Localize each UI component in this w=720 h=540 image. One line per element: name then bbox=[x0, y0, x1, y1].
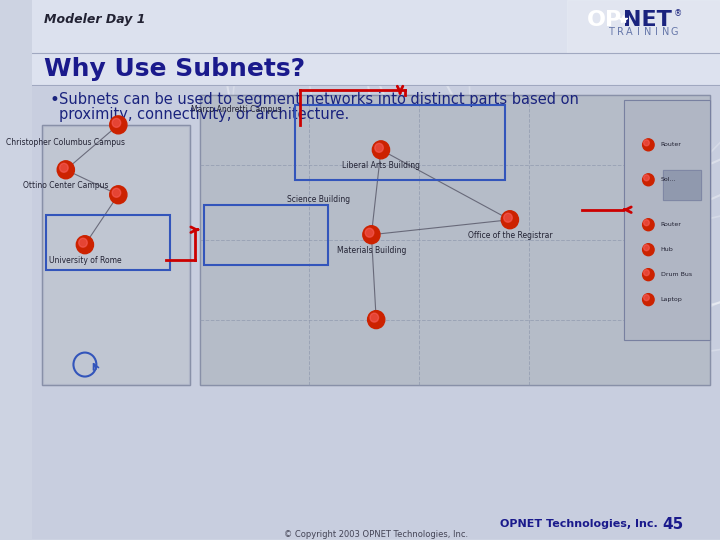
Text: •: • bbox=[50, 91, 60, 109]
Circle shape bbox=[643, 244, 654, 256]
Text: Why Use Subnets?: Why Use Subnets? bbox=[44, 57, 305, 81]
Circle shape bbox=[76, 236, 94, 254]
Bar bbox=[46, 215, 170, 269]
Text: proximity, connectivity, or architecture.: proximity, connectivity, or architecture… bbox=[59, 107, 349, 123]
Bar bbox=[42, 125, 190, 384]
Text: I: I bbox=[637, 27, 640, 37]
Circle shape bbox=[57, 161, 74, 179]
Bar bbox=[32, 0, 720, 70]
Circle shape bbox=[372, 141, 390, 159]
Circle shape bbox=[112, 118, 121, 127]
Bar bbox=[624, 100, 711, 340]
Text: N: N bbox=[662, 27, 670, 37]
Text: Subnets can be used to segment networks into distinct parts based on: Subnets can be used to segment networks … bbox=[59, 92, 579, 107]
Circle shape bbox=[501, 211, 518, 229]
Circle shape bbox=[643, 219, 654, 231]
Bar bbox=[199, 95, 711, 384]
Circle shape bbox=[644, 269, 649, 275]
Bar bbox=[624, 100, 711, 340]
Text: T: T bbox=[608, 27, 614, 37]
Circle shape bbox=[109, 186, 127, 204]
Bar bbox=[32, 70, 720, 539]
Circle shape bbox=[644, 140, 649, 146]
Text: Sol...: Sol... bbox=[661, 177, 676, 183]
Text: Christopher Columbus Campus: Christopher Columbus Campus bbox=[6, 138, 125, 147]
Bar bbox=[204, 205, 328, 265]
Text: Office of the Registrar: Office of the Registrar bbox=[467, 231, 552, 240]
Text: 45: 45 bbox=[662, 517, 684, 532]
Text: Liberal Arts Building: Liberal Arts Building bbox=[342, 161, 420, 170]
Circle shape bbox=[370, 313, 379, 322]
Text: ®: ® bbox=[674, 10, 683, 18]
Bar bbox=[44, 127, 188, 382]
Circle shape bbox=[109, 116, 127, 134]
Circle shape bbox=[644, 245, 649, 251]
Text: NET: NET bbox=[623, 10, 672, 30]
Text: OPNET Technologies, Inc.: OPNET Technologies, Inc. bbox=[500, 519, 658, 529]
Text: © Copyright 2003 OPNET Technologies, Inc.: © Copyright 2003 OPNET Technologies, Inc… bbox=[284, 530, 468, 539]
Circle shape bbox=[643, 174, 654, 186]
Text: Hub: Hub bbox=[661, 247, 673, 252]
Text: Modeler Day 1: Modeler Day 1 bbox=[44, 14, 145, 26]
Text: I: I bbox=[655, 27, 658, 37]
Text: Router: Router bbox=[661, 143, 682, 147]
Circle shape bbox=[644, 295, 649, 301]
Bar bbox=[295, 105, 505, 180]
Circle shape bbox=[643, 294, 654, 306]
Text: N: N bbox=[644, 27, 651, 37]
Text: Materials Building: Materials Building bbox=[337, 246, 406, 255]
Text: OP: OP bbox=[588, 10, 623, 30]
Text: University of Rome: University of Rome bbox=[48, 256, 121, 265]
Circle shape bbox=[374, 143, 383, 152]
Circle shape bbox=[368, 310, 384, 329]
Text: G: G bbox=[671, 27, 678, 37]
Circle shape bbox=[643, 139, 654, 151]
Circle shape bbox=[78, 238, 87, 247]
Bar bbox=[567, 0, 720, 53]
Bar bbox=[199, 95, 711, 384]
Text: Science Building: Science Building bbox=[287, 195, 351, 204]
Circle shape bbox=[363, 226, 380, 244]
Circle shape bbox=[112, 188, 121, 197]
Text: Router: Router bbox=[661, 222, 682, 227]
Circle shape bbox=[643, 269, 654, 281]
Circle shape bbox=[644, 220, 649, 226]
Bar bbox=[662, 170, 701, 200]
Bar bbox=[32, 509, 720, 539]
Text: R: R bbox=[617, 27, 624, 37]
Text: Drum Bus: Drum Bus bbox=[661, 272, 692, 277]
Circle shape bbox=[504, 213, 512, 222]
Text: Marco Andretti Campus: Marco Andretti Campus bbox=[191, 105, 281, 114]
Circle shape bbox=[644, 175, 649, 181]
Text: A: A bbox=[626, 27, 633, 37]
Bar bbox=[662, 170, 701, 200]
Circle shape bbox=[60, 163, 68, 172]
Text: Laptop: Laptop bbox=[661, 297, 683, 302]
Bar bbox=[32, 0, 720, 53]
Bar bbox=[42, 125, 190, 384]
Circle shape bbox=[365, 228, 374, 237]
Bar bbox=[32, 53, 720, 85]
Text: Ottino Center Campus: Ottino Center Campus bbox=[23, 181, 109, 190]
